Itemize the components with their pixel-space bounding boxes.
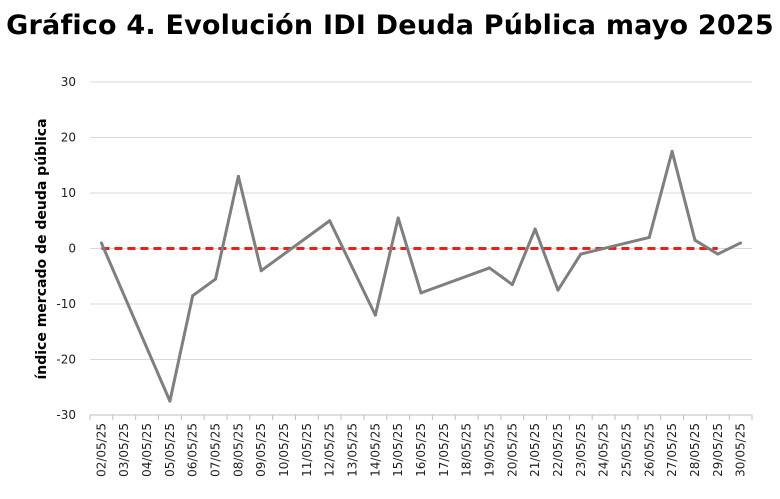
x-tick-label: 10/05/25 xyxy=(277,423,291,477)
x-tick-label: 23/05/25 xyxy=(574,423,588,477)
x-tick-label: 21/05/25 xyxy=(528,423,542,477)
x-tick-label: 30/05/25 xyxy=(734,423,748,477)
data-point xyxy=(236,174,240,178)
data-point xyxy=(259,269,263,273)
series-group xyxy=(99,149,743,403)
y-tick-label: -20 xyxy=(56,353,76,367)
y-tick-label: 10 xyxy=(61,186,76,200)
x-tick-label: 06/05/25 xyxy=(186,423,200,477)
x-tick-label: 08/05/25 xyxy=(231,423,245,477)
x-tick-label: 25/05/25 xyxy=(619,423,633,477)
data-point xyxy=(716,252,720,256)
x-tick-label: 28/05/25 xyxy=(688,423,702,477)
chart-title: Gráfico 4. Evolución IDI Deuda Pública m… xyxy=(6,10,774,41)
x-tick-label: 22/05/25 xyxy=(551,423,565,477)
y-axis-ticks: -30 -20 -10 0 10 20 30 xyxy=(56,75,76,422)
x-tick-label: 09/05/25 xyxy=(254,423,268,477)
y-tick-label: -10 xyxy=(56,297,76,311)
data-point xyxy=(693,238,697,242)
x-tick-label: 29/05/25 xyxy=(711,423,725,477)
data-point xyxy=(579,252,583,256)
x-tick-label: 12/05/25 xyxy=(323,423,337,477)
x-tick-label: 02/05/25 xyxy=(94,423,108,477)
x-tick-label: 16/05/25 xyxy=(414,423,428,477)
x-tick-label: 03/05/25 xyxy=(117,423,131,477)
x-tick-label: 19/05/25 xyxy=(482,423,496,477)
data-point xyxy=(510,283,514,287)
x-tick-label: 18/05/25 xyxy=(460,423,474,477)
data-point xyxy=(328,219,332,223)
y-tick-label: 0 xyxy=(68,242,76,256)
series-line xyxy=(100,149,742,403)
data-point xyxy=(191,294,195,298)
y-tick-label: 30 xyxy=(61,75,76,89)
data-point xyxy=(556,288,560,292)
x-axis-ticks: 02/05/25 03/05/25 04/05/25 05/05/25 06/05/25… xyxy=(94,423,747,477)
data-point xyxy=(739,241,743,245)
y-axis-label: índice mercado de deuda pública xyxy=(34,118,50,379)
x-tick-label: 04/05/25 xyxy=(140,423,154,477)
x-tick-label: 27/05/25 xyxy=(665,423,679,477)
x-tick-label: 20/05/25 xyxy=(505,423,519,477)
x-tick-label: 13/05/25 xyxy=(346,423,360,477)
x-axis xyxy=(89,414,753,420)
x-tick-label: 11/05/25 xyxy=(300,423,314,477)
data-point xyxy=(670,149,674,153)
data-point xyxy=(419,291,423,295)
x-tick-label: 05/05/25 xyxy=(163,423,177,477)
data-point xyxy=(533,227,537,231)
data-point xyxy=(168,399,172,403)
data-point xyxy=(99,241,103,245)
x-tick-label: 14/05/25 xyxy=(368,423,382,477)
x-tick-label: 07/05/25 xyxy=(209,423,223,477)
y-tick-label: -30 xyxy=(56,408,76,422)
x-tick-label: 24/05/25 xyxy=(597,423,611,477)
data-point xyxy=(396,216,400,220)
data-point xyxy=(373,313,377,317)
x-tick-label: 17/05/25 xyxy=(437,423,451,477)
data-point xyxy=(487,266,491,270)
data-point xyxy=(647,235,651,239)
x-tick-label: 15/05/25 xyxy=(391,423,405,477)
y-tick-label: 20 xyxy=(61,131,76,145)
x-tick-label: 26/05/25 xyxy=(642,423,656,477)
data-point xyxy=(214,277,218,281)
